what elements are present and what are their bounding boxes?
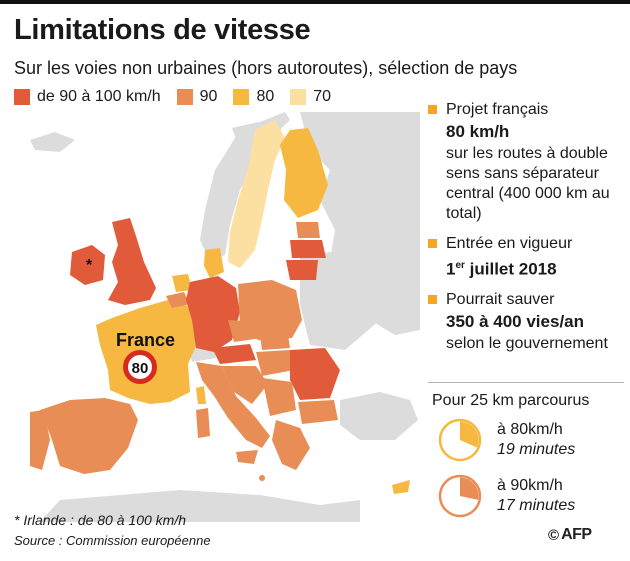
copyright-symbol: ©	[548, 526, 560, 544]
land-balkans-gray	[340, 392, 418, 440]
island-malta	[259, 475, 265, 481]
source: Source : Commission européenne	[14, 533, 211, 548]
ireland-asterisk: *	[86, 257, 93, 274]
bullet-icon	[428, 105, 437, 114]
legend-swatch-70	[290, 89, 307, 105]
legend-label-70: 70	[313, 88, 332, 105]
europe-map: * France 80	[30, 112, 420, 522]
country-italy	[196, 362, 270, 448]
travel-time-80: 19 minutes	[497, 441, 576, 458]
island-cyprus	[392, 480, 410, 494]
travel-row-90: à 90km/h 17 minutes	[497, 476, 575, 516]
country-serbia-region	[262, 378, 296, 416]
fact-lives-detail: selon le gouvernement	[446, 334, 608, 352]
speed-sign-value: 80	[132, 360, 149, 377]
speed-sign-inner	[128, 355, 152, 379]
bullet-icon	[428, 239, 437, 248]
clock-80-wedge	[460, 421, 479, 448]
fact-date: Entrée en vigueur 1er juillet 2018	[428, 234, 628, 280]
country-netherlands	[172, 274, 192, 292]
fact-project-speed: 80 km/h	[446, 122, 510, 141]
bullet-icon	[428, 294, 437, 304]
fact-lives: Pourrait sauver 350 à 400 vies/an selon …	[428, 290, 628, 354]
afp-logo: AFP	[561, 526, 592, 543]
country-hungary	[256, 350, 294, 376]
top-rule	[0, 0, 630, 4]
legend-item-80: 80	[233, 88, 274, 106]
country-belgium	[166, 292, 190, 308]
land-norway	[200, 112, 290, 262]
land-russia-east	[300, 112, 420, 335]
land-iceland-gray	[30, 132, 75, 152]
country-finland	[280, 128, 328, 218]
page-subtitle: Sur les voies non urbaines (hors autorou…	[14, 58, 518, 78]
land-belarus-ukraine	[300, 250, 380, 350]
legend-label-100: de 90 à 100 km/h	[37, 88, 161, 105]
island-sicily	[236, 450, 258, 464]
travel-heading: Pour 25 km parcourus	[432, 392, 590, 409]
country-austria	[212, 344, 256, 364]
footnote: * Irlande : de 80 à 100 km/h	[14, 512, 186, 528]
legend-item-100: de 90 à 100 km/h	[14, 88, 161, 106]
legend-label-80: 80	[256, 88, 275, 105]
travel-speed-80: à 80km/h	[497, 421, 563, 438]
facts-panel: Projet français 80 km/h sur les routes à…	[428, 100, 628, 364]
country-greece	[272, 420, 310, 470]
country-romania	[290, 348, 340, 400]
fact-project-detail: sur les routes à double sens sans sépara…	[446, 145, 610, 222]
travel-speed-90: à 90km/h	[497, 477, 563, 494]
legend: de 90 à 100 km/h 90 80 70	[14, 88, 347, 106]
country-czechia	[228, 320, 262, 342]
afp-credit: © AFP	[548, 526, 592, 544]
clock-90-icon	[438, 474, 482, 518]
country-estonia	[296, 222, 320, 238]
divider	[428, 382, 624, 383]
legend-item-70: 70	[290, 88, 331, 106]
fact-date-value: 1er juillet 2018	[446, 259, 557, 279]
clock-90-wedge	[460, 477, 479, 500]
country-bulgaria	[298, 400, 338, 424]
country-slovakia	[260, 334, 290, 350]
country-sweden	[228, 120, 285, 268]
france-label: France	[116, 330, 175, 350]
country-latvia	[290, 240, 326, 258]
legend-swatch-80	[233, 89, 250, 105]
country-ireland	[70, 245, 105, 285]
fact-project-title: Projet français	[446, 101, 549, 118]
page-title: Limitations de vitesse	[14, 14, 311, 46]
country-denmark	[204, 248, 224, 278]
land-northafrica	[40, 490, 360, 522]
legend-swatch-90	[176, 89, 193, 105]
fact-date-title: Entrée en vigueur	[446, 235, 573, 252]
country-croatia-slovenia	[222, 366, 268, 404]
island-corsica	[196, 386, 206, 404]
country-portugal	[30, 410, 50, 470]
fact-lives-value: 350 à 400 vies/an	[446, 311, 585, 331]
travel-time-90: 17 minutes	[497, 497, 576, 514]
clock-80-icon	[438, 418, 482, 462]
island-sardinia	[196, 408, 210, 438]
fact-lives-title: Pourrait sauver	[446, 290, 555, 308]
country-uk	[108, 218, 156, 305]
country-germany	[186, 276, 240, 352]
country-spain	[40, 398, 138, 474]
legend-item-90: 90	[176, 88, 218, 106]
country-lithuania	[286, 260, 318, 280]
travel-row-80: à 80km/h 19 minutes	[497, 420, 575, 460]
legend-swatch-100	[14, 89, 30, 105]
fact-project: Projet français 80 km/h sur les routes à…	[428, 100, 628, 224]
legend-label-90: 90	[199, 88, 218, 105]
